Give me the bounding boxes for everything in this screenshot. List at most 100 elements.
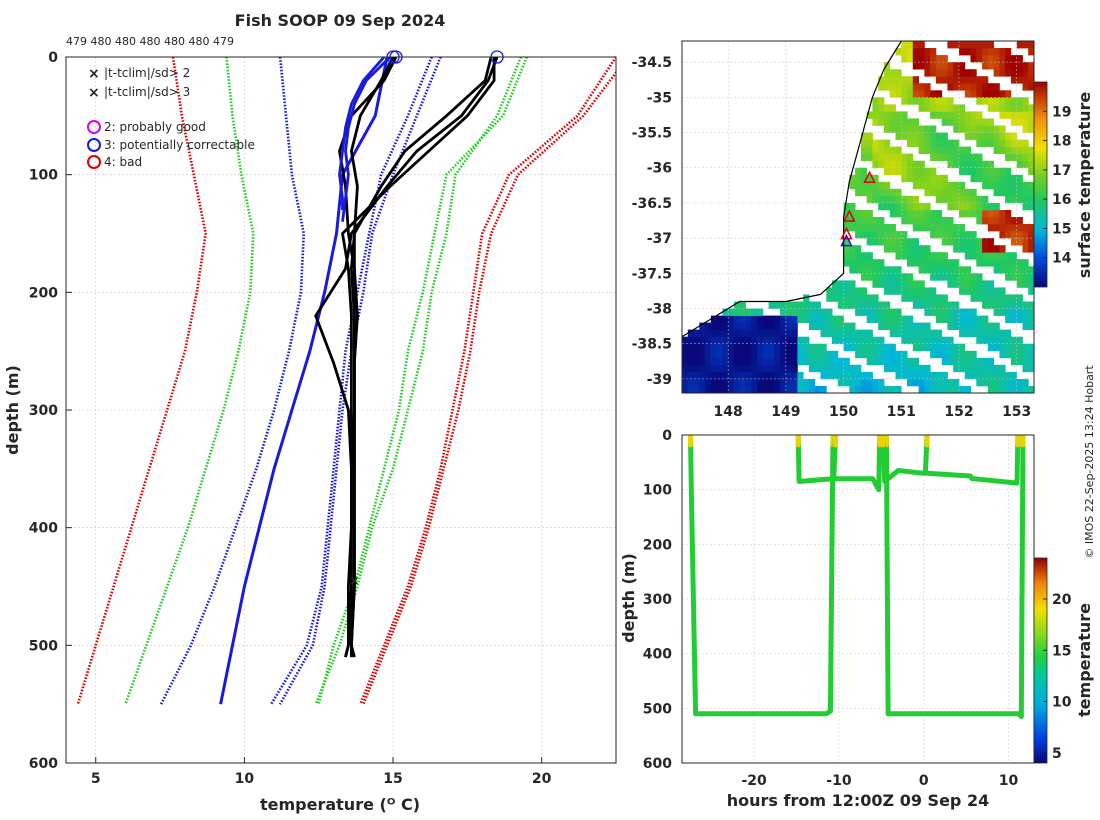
sst-cell: [993, 378, 1000, 387]
sst-cell: [987, 55, 994, 63]
sst-cell: [849, 252, 856, 260]
sst-cell: [901, 160, 908, 169]
sst-cell: [705, 371, 712, 380]
sst-cell: [826, 287, 833, 295]
sst-cell: [947, 188, 954, 197]
profile-ytick-label: 200: [29, 285, 58, 301]
sst-cell: [884, 301, 891, 309]
sst-cell: [912, 357, 919, 366]
sst-cell: [901, 195, 908, 204]
sst-cell: [860, 343, 868, 352]
sst-cell: [918, 371, 925, 380]
sst-cell: [889, 280, 896, 288]
sst-cell: [930, 287, 937, 295]
sst-cell: [947, 336, 954, 345]
sst-cell: [901, 245, 908, 253]
sst-cell: [855, 294, 862, 302]
sst-cell: [728, 343, 735, 352]
sst-cell: [901, 90, 908, 98]
sst-cell: [918, 294, 925, 302]
sst-cell: [739, 315, 746, 323]
sst-cell: [878, 104, 885, 112]
sst-cell: [1010, 378, 1018, 387]
sst-cell: [809, 322, 816, 330]
sst-cell: [832, 315, 839, 323]
profile-grid: [66, 56, 616, 764]
sst-cell: [953, 378, 960, 387]
sst-cell: [953, 364, 960, 373]
sst-cell: [918, 132, 925, 140]
sst-cell: [959, 322, 966, 330]
sst-cell: [918, 343, 925, 352]
sst-cell: [774, 378, 781, 387]
dt-track-seg-4: [883, 435, 1026, 719]
sst-cell: [901, 167, 908, 176]
sst-cell: [843, 378, 850, 387]
sst-cell: [999, 224, 1006, 232]
sst-cell: [687, 336, 694, 345]
sst-cell: [901, 76, 908, 84]
sst-cell: [1005, 62, 1012, 70]
sst-cell: [745, 315, 752, 323]
sst-cell: [918, 336, 925, 345]
sst-cell: [682, 350, 689, 359]
sst-cell: [935, 188, 943, 197]
sst-cell: [982, 132, 989, 140]
sst-cell: [768, 386, 775, 393]
sst-cell: [860, 146, 868, 154]
sst-cell: [872, 357, 879, 366]
sst-cell: [855, 364, 862, 373]
sst-cell: [976, 287, 983, 295]
sst-cell: [866, 273, 873, 281]
sst-cell: [941, 174, 948, 183]
sst-cell: [907, 322, 914, 330]
sst-cell: [935, 301, 943, 309]
sst-cell: [953, 76, 960, 84]
sst-cell: [797, 301, 804, 309]
sst-cell: [1022, 315, 1029, 323]
sst-cell: [941, 104, 948, 112]
sst-cell: [1010, 315, 1018, 323]
sst-cell: [716, 357, 723, 366]
sst-cell: [941, 153, 948, 161]
sst-cell: [774, 386, 781, 393]
sst-cell: [993, 125, 1000, 133]
sst-cell: [976, 167, 983, 176]
sst-cell: [843, 245, 850, 253]
sst-cell: [970, 287, 977, 295]
sst-cell: [745, 336, 752, 345]
map-ytick-label: -38: [647, 302, 672, 318]
sst-cell: [912, 378, 919, 387]
sst-cell: [993, 301, 1000, 309]
sst-cell: [953, 308, 960, 316]
sst-cell: [1016, 266, 1023, 274]
sst-cell: [953, 322, 960, 330]
sst-cell: [866, 329, 873, 337]
sst-cell: [993, 202, 1000, 211]
sst-cell: [849, 259, 856, 267]
sst-cell: [935, 266, 943, 274]
sst-cell: [930, 224, 937, 232]
sst-cell: [1028, 364, 1034, 373]
sst-cell: [774, 343, 781, 352]
sst-cell: [797, 308, 804, 316]
sst-cell: [987, 174, 994, 183]
sst-cell: [878, 111, 885, 119]
sst-cell: [780, 301, 787, 309]
sst-cell: [918, 224, 925, 232]
sst-cell: [785, 322, 793, 330]
sst-cell: [993, 308, 1000, 316]
sst-cell: [884, 62, 891, 70]
sst-cell: [866, 259, 873, 267]
sst-cell: [912, 62, 919, 70]
sst-cell: [918, 280, 925, 288]
sst-cell: [682, 336, 689, 345]
sst-cell: [1034, 309, 1040, 316]
sst-cell: [757, 350, 764, 359]
sst-cell: [970, 210, 977, 218]
sst-cell: [918, 301, 925, 309]
sst-cell: [1005, 350, 1012, 359]
sst-cell: [722, 329, 729, 337]
sst-cell: [947, 238, 954, 246]
sst-cell: [907, 153, 914, 161]
